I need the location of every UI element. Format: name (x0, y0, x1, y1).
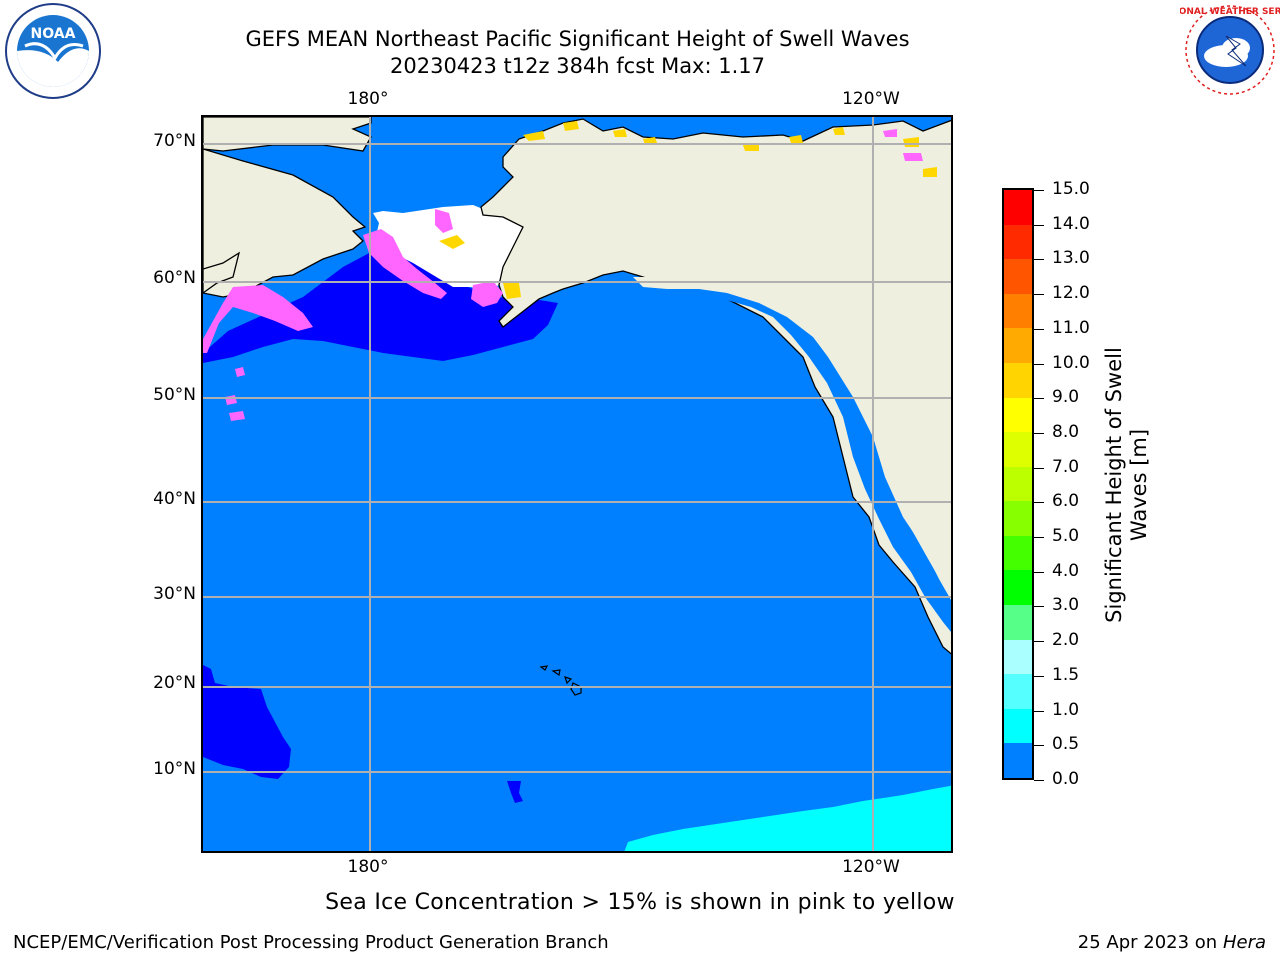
colorbar-segment (1004, 397, 1032, 434)
colorbar-tick (1034, 432, 1044, 434)
colorbar-segment (1004, 605, 1032, 641)
colorbar-tick (1034, 780, 1044, 781)
colorbar-segment (1004, 259, 1032, 295)
colorbar-tick (1034, 224, 1044, 226)
noaa-logo-text: NOAA (31, 26, 76, 42)
colorbar-tick-label: 15.0 (1052, 179, 1090, 199)
lat-label-40: 40°N (153, 489, 196, 509)
colorbar-tick (1034, 745, 1044, 747)
chart-title: GEFS MEAN Northeast Pacific Significant … (245, 27, 910, 51)
colorbar-tick-label: 7.0 (1052, 456, 1080, 477)
map-grid (203, 117, 951, 851)
lat-label-50: 50°N (153, 385, 196, 405)
colorbar-tick (1034, 398, 1044, 400)
colorbar-tick (1034, 259, 1044, 261)
footer-organization: NCEP/EMC/Verification Post Processing Pr… (13, 932, 609, 953)
colorbar-segment (1004, 432, 1032, 468)
hawaii-islands (539, 665, 582, 696)
swell-zone-low-small (507, 781, 523, 803)
colorbar-tick (1034, 502, 1044, 504)
colorbar-segment (1004, 639, 1032, 676)
colorbar-tick-label: 3.0 (1052, 595, 1080, 616)
colorbar-tick-label: 1.5 (1052, 664, 1080, 685)
lat-label-30: 30°N (153, 584, 196, 604)
colorbar-tick (1034, 537, 1044, 539)
map-svg (203, 117, 951, 851)
lat-label-60: 60°N (153, 268, 196, 288)
colorbar-tick-label: 4.0 (1052, 560, 1080, 581)
swell-zone-low-sw (203, 665, 291, 779)
lon-label-bottom-120w: 120°W (842, 857, 900, 877)
colorbar-tick-label: 13.0 (1052, 248, 1090, 269)
footer-date-text: 25 Apr 2023 on (1077, 932, 1223, 953)
colorbar-tick (1034, 363, 1044, 365)
colorbar-tick-label: 11.0 (1052, 317, 1090, 338)
colorbar (1002, 188, 1034, 780)
swell-zone-low-north (203, 251, 558, 363)
colorbar-tick-label: 8.0 (1052, 421, 1080, 442)
colorbar-tick (1034, 328, 1044, 330)
colorbar-tick (1034, 675, 1044, 677)
colorbar-tick-label: 12.0 (1052, 283, 1090, 304)
colorbar-tick (1034, 606, 1044, 608)
colorbar-segment (1004, 501, 1032, 537)
nws-logo-text: NATIONAL WEATHER SERVICE (1180, 7, 1280, 17)
chart-subtitle: 20230423 t12z 384h fcst Max: 1.17 (390, 54, 765, 78)
colorbar-segment (1004, 743, 1032, 778)
colorbar-tick-label: 6.0 (1052, 491, 1080, 512)
colorbar-segment (1004, 466, 1032, 503)
colorbar-tick (1034, 641, 1044, 643)
colorbar-tick-label: 1.0 (1052, 699, 1080, 720)
footer-host: Hera (1222, 932, 1266, 953)
colorbar-tick (1034, 467, 1044, 469)
colorbar-segment (1004, 293, 1032, 330)
lon-label-top-120w: 120°W (842, 89, 900, 109)
swell-zone-cyan (624, 785, 951, 851)
colorbar-tick (1034, 710, 1044, 712)
colorbar-segment (1004, 362, 1032, 399)
colorbar-title: Significant Height of Swell Waves [m] (1102, 347, 1151, 623)
lon-label-top-180: 180° (347, 89, 389, 109)
lat-label-10: 10°N (153, 759, 196, 779)
colorbar-tick (1034, 190, 1044, 191)
colorbar-segment (1004, 535, 1032, 572)
lat-label-70: 70°N (153, 131, 196, 151)
colorbar-segment (1004, 328, 1032, 364)
lat-label-20: 20°N (153, 673, 196, 693)
colorbar-tick-label: 0.0 (1052, 769, 1080, 789)
colorbar-tick (1034, 294, 1044, 296)
noaa-logo: NOAA (3, 2, 103, 100)
colorbar-segment (1004, 674, 1032, 710)
no-data-bering (373, 205, 523, 291)
colorbar-tick-label: 5.0 (1052, 526, 1080, 547)
nws-logo: NATIONAL WEATHER SERVICE (1155, 0, 1280, 100)
footer-date: 25 Apr 2023 on Hera (1078, 932, 1266, 953)
colorbar-segment (1004, 570, 1032, 607)
colorbar-segment (1004, 224, 1032, 261)
sea-ice-note: Sea Ice Concentration > 15% is shown in … (325, 890, 955, 915)
map-panel (201, 115, 953, 853)
lon-label-bottom-180: 180° (347, 857, 389, 877)
colorbar-tick-label: 2.0 (1052, 630, 1080, 651)
colorbar-segment (1004, 190, 1032, 226)
colorbar-tick-label: 0.5 (1052, 734, 1080, 755)
colorbar-tick-label: 9.0 (1052, 387, 1080, 408)
land-north-america (480, 118, 951, 655)
colorbar-tick-label: 14.0 (1052, 213, 1090, 234)
colorbar-tick (1034, 571, 1044, 573)
colorbar-tick-label: 10.0 (1052, 352, 1090, 373)
colorbar-segment (1004, 708, 1032, 745)
